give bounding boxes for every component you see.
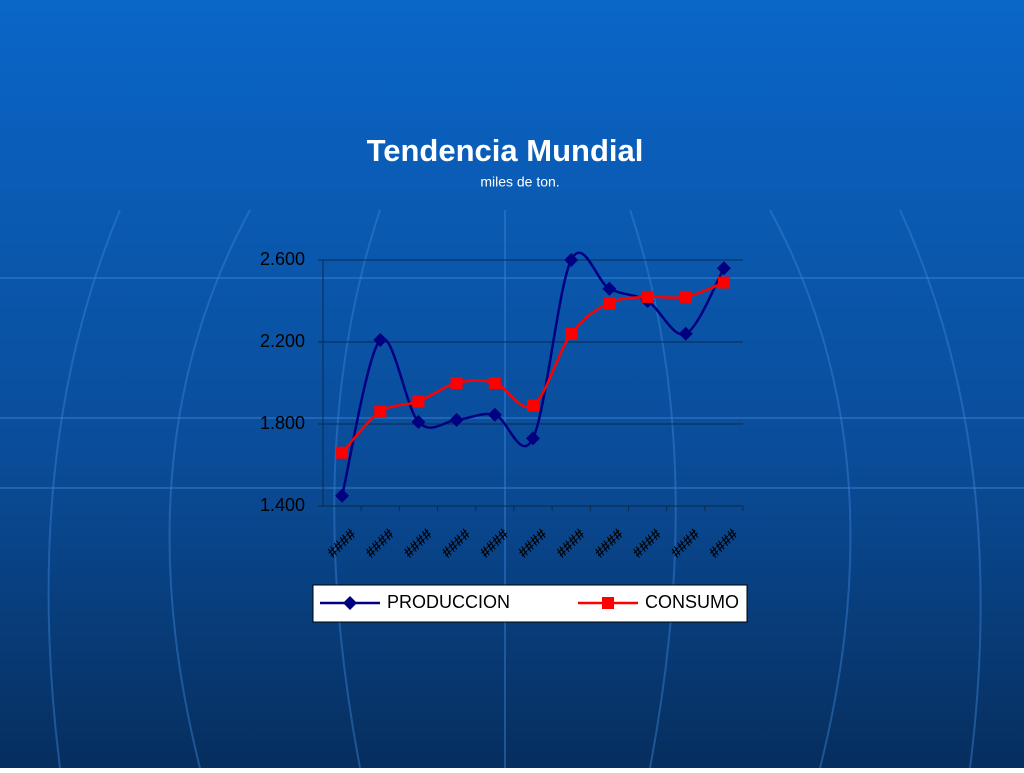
- square-marker: [603, 297, 616, 310]
- diamond-marker: [564, 253, 579, 267]
- square-marker: [602, 597, 614, 609]
- globe-lines: [0, 209, 1024, 769]
- square-marker: [565, 327, 578, 340]
- diamond-marker: [411, 414, 426, 429]
- y-tick-label: 1.800: [260, 413, 305, 433]
- diamond-marker: [343, 596, 357, 610]
- square-marker: [450, 377, 463, 389]
- diamond-marker: [716, 261, 731, 276]
- diamond-marker: [449, 412, 464, 427]
- y-tick-label: 2.200: [260, 331, 305, 351]
- diamond-marker: [373, 332, 388, 347]
- square-marker: [488, 377, 501, 389]
- square-marker: [336, 446, 349, 459]
- diamond-marker: [602, 281, 617, 296]
- legend-box: [312, 584, 748, 623]
- chart-subtitle: miles de ton.: [480, 174, 559, 190]
- diamond-marker: [487, 407, 502, 422]
- square-marker: [717, 276, 730, 289]
- square-marker: [527, 399, 539, 412]
- diamond-marker: [335, 488, 350, 503]
- square-marker: [641, 290, 654, 303]
- y-tick-label: 1.400: [260, 495, 305, 515]
- diamond-marker: [526, 431, 540, 446]
- legend-label: CONSUMO: [645, 592, 739, 612]
- square-marker: [679, 290, 692, 303]
- square-marker: [412, 395, 425, 408]
- y-tick-label: 2.600: [260, 249, 305, 269]
- chart-title: Tendencia Mundial: [367, 133, 644, 168]
- square-marker: [374, 405, 387, 418]
- diamond-marker: [678, 326, 693, 341]
- legend-label: PRODUCCION: [387, 592, 510, 612]
